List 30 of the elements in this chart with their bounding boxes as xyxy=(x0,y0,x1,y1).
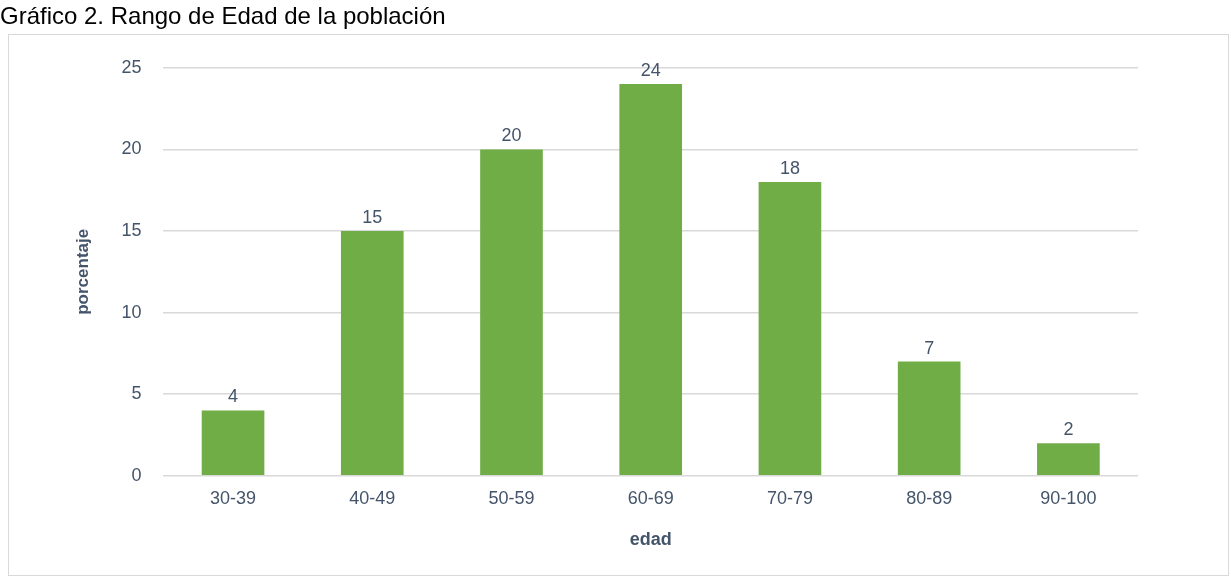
data-label: 18 xyxy=(779,158,800,179)
bar xyxy=(897,361,961,476)
y-tick-label: 15 xyxy=(121,219,142,240)
x-tick-label: 80-89 xyxy=(906,487,953,508)
y-tick-label: 5 xyxy=(131,383,142,404)
chart-title: Gráfico 2. Rango de Edad de la población xyxy=(0,2,446,30)
y-tick-label: 0 xyxy=(131,464,142,485)
bar xyxy=(201,410,265,476)
y-tick-label: 10 xyxy=(121,301,142,322)
x-tick-label: 60-69 xyxy=(627,487,674,508)
x-tick-label: 40-49 xyxy=(349,487,396,508)
data-label: 24 xyxy=(640,60,661,81)
bar xyxy=(758,182,822,476)
data-label: 4 xyxy=(228,386,239,407)
bar xyxy=(1037,443,1100,476)
x-tick-label: 30-39 xyxy=(210,487,257,508)
y-axis-title: porcentaje xyxy=(72,228,92,315)
data-label: 7 xyxy=(924,337,935,358)
bar xyxy=(619,84,683,476)
x-tick-label: 90-100 xyxy=(1040,487,1097,508)
y-tick-label: 25 xyxy=(121,56,142,77)
bar xyxy=(340,231,404,476)
bar xyxy=(480,149,543,476)
x-axis-title: edad xyxy=(629,529,672,550)
x-tick-label: 70-79 xyxy=(766,487,813,508)
data-label: 2 xyxy=(1063,419,1074,440)
data-label: 20 xyxy=(501,125,522,146)
data-label: 15 xyxy=(362,206,383,227)
x-tick-label: 50-59 xyxy=(488,487,535,508)
y-tick-label: 20 xyxy=(121,138,142,159)
